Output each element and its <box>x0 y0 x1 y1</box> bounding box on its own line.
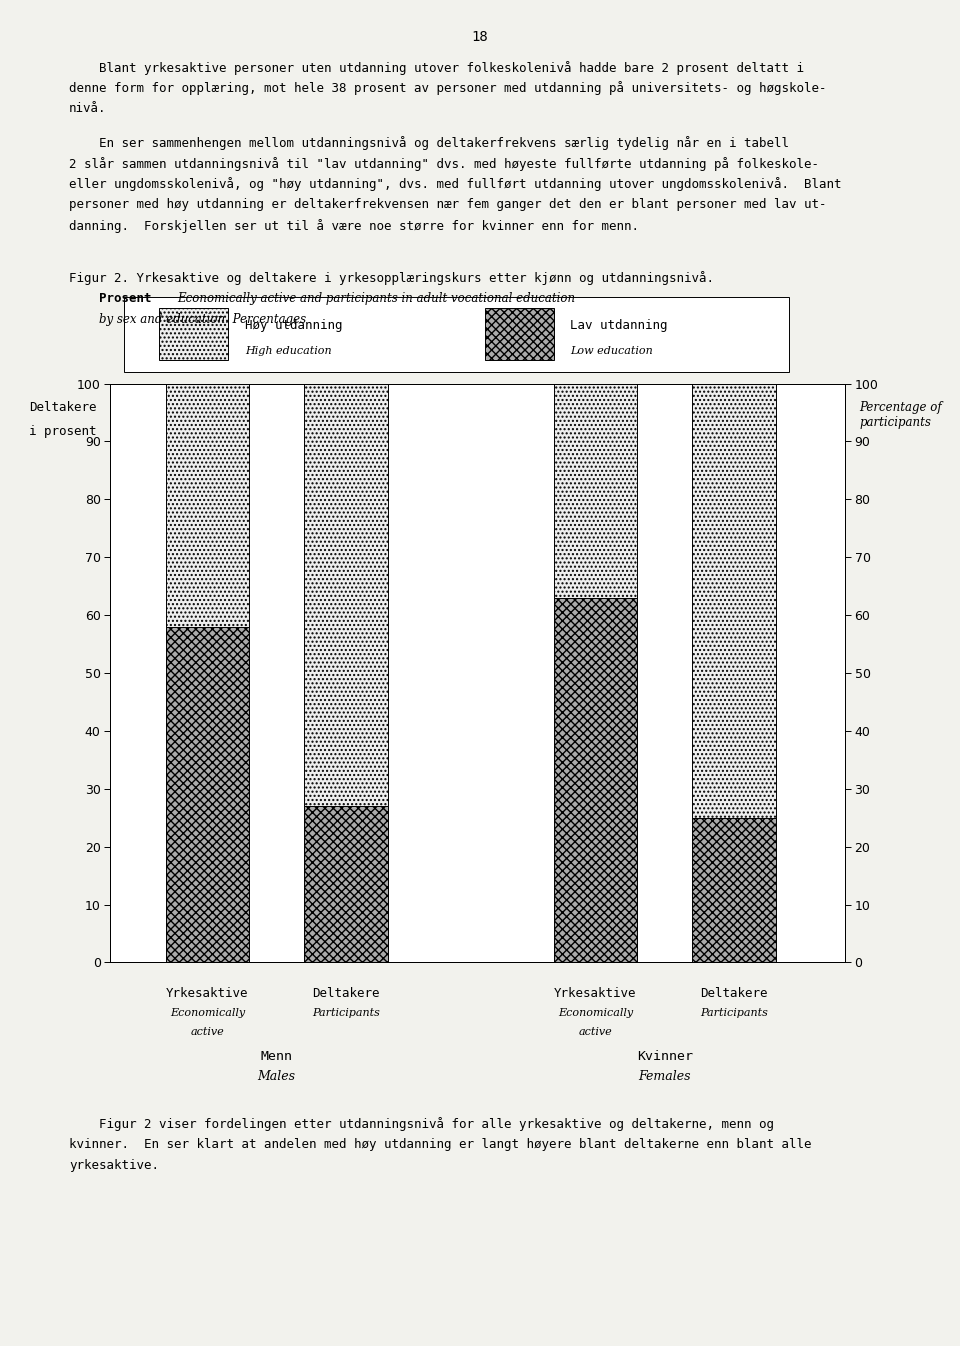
Text: Yrkesaktive: Yrkesaktive <box>554 987 636 1000</box>
Bar <box>692 384 776 818</box>
Text: Deltakere: Deltakere <box>312 987 380 1000</box>
Text: Prosent: Prosent <box>99 292 166 306</box>
Text: Economically active and participants in adult vocational education: Economically active and participants in … <box>178 292 576 306</box>
Bar <box>485 308 554 361</box>
Bar <box>159 308 228 361</box>
Bar <box>166 627 249 962</box>
Bar <box>304 806 388 962</box>
Text: danning.  Forskjellen ser ut til å være noe større for kvinner enn for menn.: danning. Forskjellen ser ut til å være n… <box>69 219 639 233</box>
Text: Economically: Economically <box>170 1008 245 1018</box>
Bar <box>692 818 776 962</box>
Text: Blant yrkesaktive personer uten utdanning utover folkeskolenivå hadde bare 2 pro: Blant yrkesaktive personer uten utdannin… <box>69 61 804 74</box>
Text: yrkesaktive.: yrkesaktive. <box>69 1159 159 1172</box>
Text: eller ungdomsskolenivå, og "høy utdanning", dvs. med fullført utdanning utover u: eller ungdomsskolenivå, og "høy utdannin… <box>69 178 842 191</box>
Text: 2 slår sammen utdanningsnivå til "lav utdanning" dvs. med høyeste fullførte utda: 2 slår sammen utdanningsnivå til "lav ut… <box>69 156 819 171</box>
Text: Deltakere: Deltakere <box>700 987 768 1000</box>
Text: Low education: Low education <box>570 346 653 355</box>
Text: Kvinner: Kvinner <box>636 1050 693 1063</box>
Text: nivå.: nivå. <box>69 102 107 116</box>
Text: High education: High education <box>245 346 331 355</box>
Text: by sex and education. Percentages: by sex and education. Percentages <box>99 314 306 326</box>
Text: Menn: Menn <box>261 1050 293 1063</box>
Text: En ser sammenhengen mellom utdanningsnivå og deltakerfrekvens særlig tydelig når: En ser sammenhengen mellom utdanningsniv… <box>69 136 789 149</box>
Text: Percentage of
participants: Percentage of participants <box>859 401 942 429</box>
Text: kvinner.  En ser klart at andelen med høy utdanning er langt høyere blant deltak: kvinner. En ser klart at andelen med høy… <box>69 1139 811 1151</box>
Text: Høy utdanning: Høy utdanning <box>245 319 343 332</box>
Text: 18: 18 <box>471 30 489 43</box>
Text: Males: Males <box>257 1070 296 1084</box>
Text: Lav utdanning: Lav utdanning <box>570 319 668 332</box>
Text: active: active <box>190 1027 225 1036</box>
Bar <box>166 384 249 627</box>
Text: personer med høy utdanning er deltakerfrekvensen nær fem ganger det den er blant: personer med høy utdanning er deltakerfr… <box>69 198 827 211</box>
Bar <box>554 598 636 962</box>
Text: Participants: Participants <box>700 1008 768 1018</box>
Text: denne form for opplæring, mot hele 38 prosent av personer med utdanning på unive: denne form for opplæring, mot hele 38 pr… <box>69 81 827 96</box>
Text: active: active <box>579 1027 612 1036</box>
Text: Females: Females <box>638 1070 691 1084</box>
Bar <box>304 384 388 806</box>
Text: Figur 2. Yrkesaktive og deltakere i yrkesopplæringskurs etter kjønn og utdanning: Figur 2. Yrkesaktive og deltakere i yrke… <box>69 272 714 285</box>
Bar <box>124 297 789 371</box>
Bar <box>554 384 636 598</box>
Text: Participants: Participants <box>312 1008 380 1018</box>
Text: Yrkesaktive: Yrkesaktive <box>166 987 249 1000</box>
Text: i prosent: i prosent <box>29 425 96 439</box>
Text: Figur 2 viser fordelingen etter utdanningsnivå for alle yrkesaktive og deltakern: Figur 2 viser fordelingen etter utdannin… <box>69 1117 774 1131</box>
Text: Deltakere: Deltakere <box>29 401 96 415</box>
Text: Economically: Economically <box>558 1008 633 1018</box>
